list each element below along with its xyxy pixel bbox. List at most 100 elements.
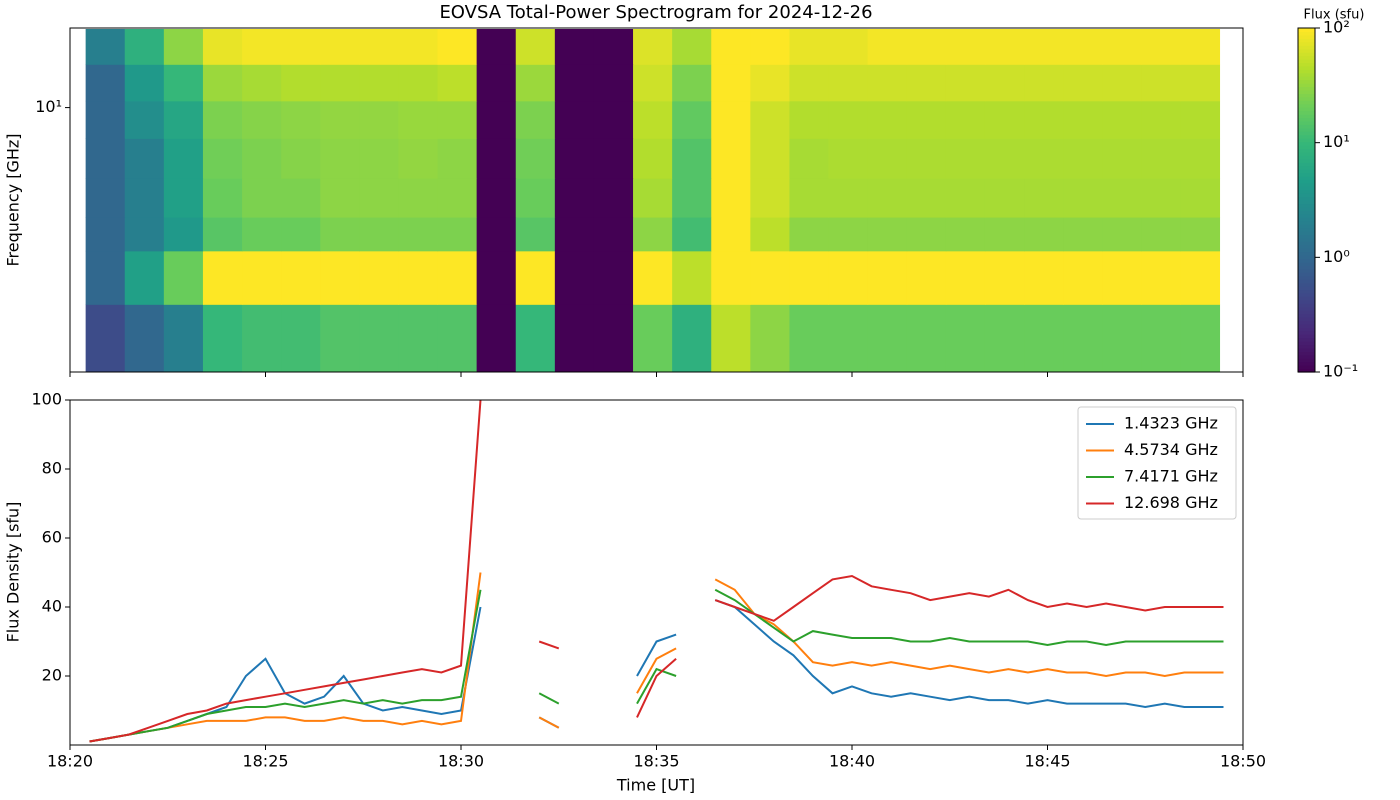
heatmap-cell	[789, 100, 830, 139]
colorbar-step	[1298, 210, 1315, 215]
heatmap-cell	[1024, 29, 1064, 65]
colorbar-step	[1298, 203, 1315, 208]
heatmap-cell	[945, 138, 986, 179]
heatmap-cell	[281, 100, 321, 139]
colorbar-step	[1298, 365, 1315, 370]
heatmap-cell	[1141, 64, 1181, 102]
heatmap-cell	[515, 138, 556, 179]
colorbar-step	[1298, 268, 1315, 273]
heatmap-cell	[1141, 304, 1181, 372]
heatmap-cell	[750, 178, 790, 218]
colorbar-label: Flux (sfu)	[1304, 8, 1365, 23]
colorbar-step	[1298, 248, 1315, 253]
heatmap-cell	[945, 217, 986, 252]
heatmap-cell	[281, 178, 321, 218]
colorbar-step	[1298, 89, 1315, 94]
heatmap-cell	[163, 178, 204, 218]
heatmap-cell	[1141, 250, 1181, 305]
heatmap-cell	[672, 64, 712, 102]
heatmap-cell	[984, 138, 1025, 179]
heatmap-cell	[593, 217, 634, 252]
colorbar-step	[1298, 62, 1315, 67]
heatmap-cell	[281, 29, 321, 65]
colorbar-step	[1298, 169, 1315, 174]
heatmap-cell	[1024, 138, 1064, 179]
colorbar-step	[1298, 138, 1315, 143]
heatmap-cell	[1063, 138, 1103, 179]
colorbar-tick-label: 10¹	[1323, 132, 1350, 151]
heatmap-cell	[750, 250, 790, 305]
heatmap-cell	[633, 100, 673, 139]
series-line	[89, 400, 1224, 743]
colorbar-step	[1298, 131, 1315, 136]
heatmap-cell	[163, 29, 204, 65]
heatmap-cell	[398, 138, 439, 179]
heatmap-cell	[593, 304, 634, 372]
colorbar-step	[1298, 107, 1315, 112]
colorbar-step	[1298, 38, 1315, 43]
heatmap-cell	[163, 250, 204, 305]
heatmap-cell	[515, 250, 556, 305]
x-tick-label: 18:20	[47, 752, 93, 771]
colorbar-step	[1298, 279, 1315, 284]
heatmap-cell	[672, 138, 712, 179]
heatmap-cell	[672, 250, 712, 305]
heatmap-cell	[359, 29, 399, 65]
heatmap-cell	[124, 178, 165, 218]
heatmap-cell	[359, 100, 399, 139]
colorbar-step	[1298, 120, 1315, 125]
heatmap-cell	[984, 178, 1025, 218]
heatmap-cell	[945, 178, 986, 218]
colorbar-step	[1298, 272, 1315, 277]
colorbar-step	[1298, 83, 1315, 88]
colorbar-step	[1298, 162, 1315, 167]
heatmap-cell	[828, 178, 869, 218]
heatmap-cell	[750, 64, 790, 102]
heatmap-cell	[124, 217, 165, 252]
heatmap-cell	[789, 64, 830, 102]
heatmap-cell	[1063, 100, 1103, 139]
colorbar-step	[1298, 313, 1315, 318]
heatmap-cell	[281, 250, 321, 305]
heatmap-cell	[437, 64, 478, 102]
heatmap-cell	[202, 29, 243, 65]
heatmap-cell	[1180, 100, 1221, 139]
heatmap-cell	[85, 250, 126, 305]
colorbar-step	[1298, 186, 1315, 191]
heatmap-cell	[1102, 250, 1142, 305]
colorbar-step	[1298, 76, 1315, 81]
y-tick-label: 40	[42, 597, 62, 616]
y-tick-label: 20	[42, 666, 62, 685]
heatmap-cell	[359, 304, 399, 372]
colorbar-tick-label: 10⁰	[1323, 247, 1350, 266]
heatmap-cell	[437, 178, 478, 218]
heatmap-cell	[124, 100, 165, 139]
colorbar-step	[1298, 200, 1315, 205]
colorbar-step	[1298, 224, 1315, 229]
heatmap-cell	[945, 29, 986, 65]
colorbar-step	[1298, 344, 1315, 349]
heatmap-cell	[867, 217, 908, 252]
colorbar-step	[1298, 93, 1315, 98]
heatmap-cell	[554, 217, 595, 252]
colorbar-step	[1298, 206, 1315, 211]
colorbar-step	[1298, 124, 1315, 129]
colorbar-step	[1298, 347, 1315, 352]
heatmap-cell	[242, 138, 282, 179]
colorbar-step	[1298, 127, 1315, 132]
heatmap-cell	[633, 217, 673, 252]
heatmap-cell	[476, 217, 517, 252]
heatmap-cell	[1141, 100, 1181, 139]
heatmap-cell	[163, 138, 204, 179]
colorbar-step	[1298, 316, 1315, 321]
heatmap-cell	[593, 64, 634, 102]
heatmap-cell	[398, 64, 439, 102]
heatmap-cell	[984, 64, 1025, 102]
heatmap-cell	[1024, 64, 1064, 102]
heatmap-cell	[124, 304, 165, 372]
heatmap-cell	[906, 138, 947, 179]
heatmap-cell	[437, 29, 478, 65]
colorbar-step	[1298, 292, 1315, 297]
heatmap-cell	[124, 250, 165, 305]
heatmap-cell	[476, 304, 517, 372]
